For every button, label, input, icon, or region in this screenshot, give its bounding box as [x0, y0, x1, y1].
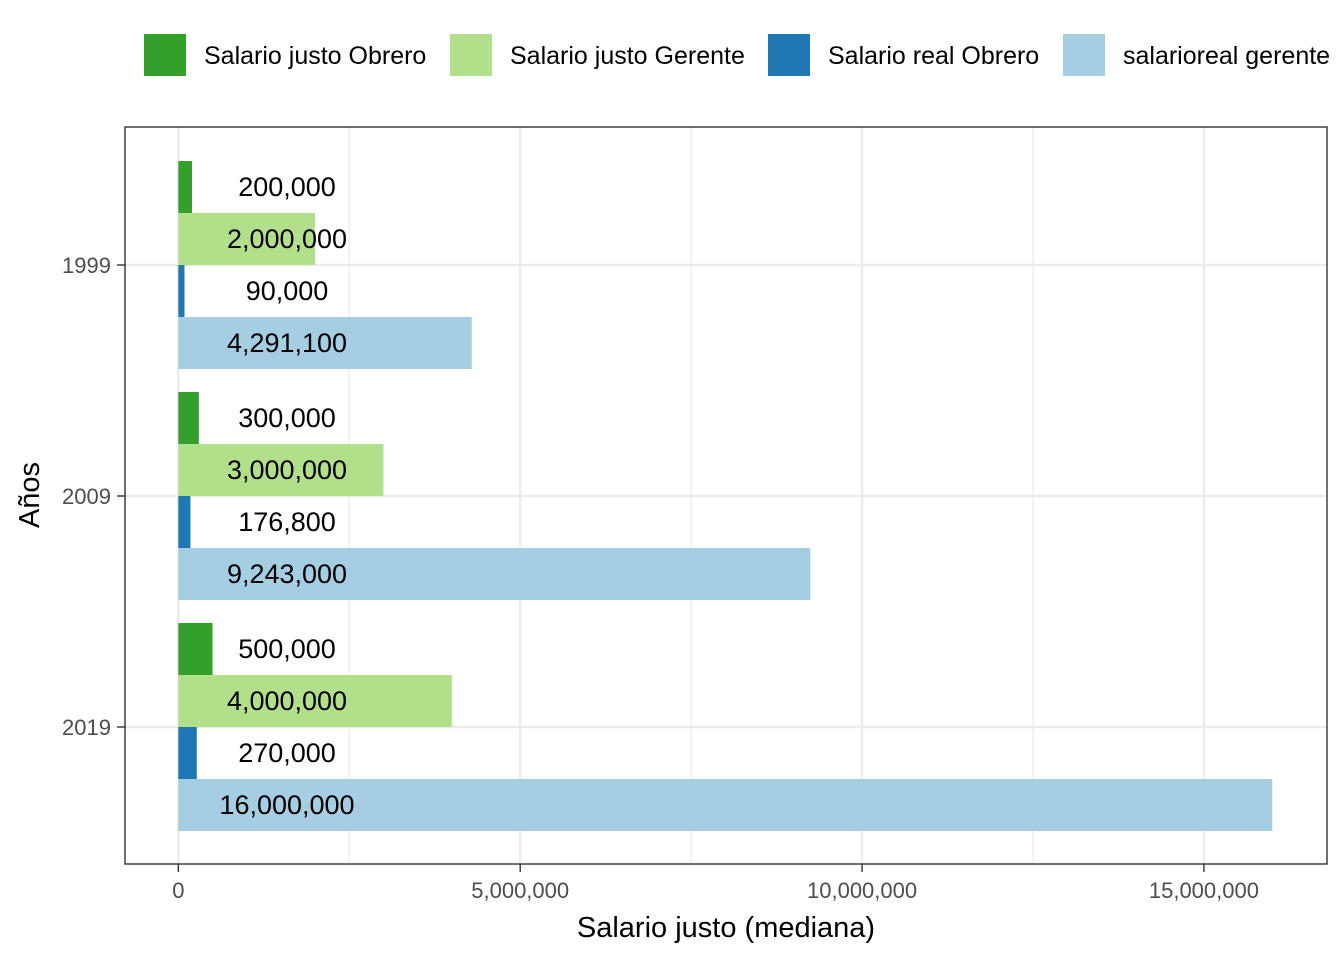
bar-salarioreal-gerente-2019: [178, 779, 1273, 831]
data-label-salario-justo-obrero-2019: 500,000: [238, 634, 336, 664]
x-axis: 0 5,000,000 10,000,000 15,000,000: [172, 864, 1259, 903]
legend-label-salario-real-obrero: Salario real Obrero: [828, 42, 1039, 70]
bars: [178, 161, 1273, 831]
y-tick-label-2019: 2019: [62, 715, 111, 740]
data-label-salarioreal-gerente-1999: 4,291,100: [227, 328, 347, 358]
bar-salario-real-obrero-2019: [178, 727, 197, 779]
data-label-salario-justo-gerente-2009: 3,000,000: [227, 455, 347, 485]
x-tick-label-2: 10,000,000: [807, 878, 917, 903]
y-axis-title: Años: [14, 462, 46, 528]
data-labels: 200,000 2,000,000 90,000 4,291,100 300,000 3,…: [219, 172, 354, 820]
bar-salario-justo-obrero-1999: [178, 161, 193, 213]
legend-label-salario-justo-obrero: Salario justo Obrero: [204, 42, 426, 70]
data-label-salario-justo-obrero-1999: 200,000: [238, 172, 336, 202]
bar-salario-justo-gerente-2009: [178, 444, 384, 496]
x-tick-label-3: 15,000,000: [1149, 878, 1259, 903]
data-label-salario-real-obrero-2009: 176,800: [238, 507, 336, 537]
legend-label-salarioreal-gerente: salarioreal gerente: [1123, 42, 1330, 70]
data-label-salario-justo-gerente-2019: 4,000,000: [227, 686, 347, 716]
legend-label-salario-justo-gerente: Salario justo Gerente: [510, 42, 745, 70]
bar-salario-justo-obrero-2019: [178, 623, 213, 675]
y-axis: 1999 2009 2019: [62, 253, 125, 740]
data-label-salarioreal-gerente-2009: 9,243,000: [227, 559, 347, 589]
legend: Salario justo Obrero Salario justo Geren…: [144, 34, 1330, 76]
legend-key-salario-real-obrero: [768, 34, 810, 76]
y-tick-label-1999: 1999: [62, 253, 111, 278]
legend-key-salario-justo-gerente: [450, 34, 492, 76]
bar-salarioreal-gerente-1999: [178, 317, 472, 369]
legend-key-salarioreal-gerente: [1063, 34, 1105, 76]
data-label-salario-justo-gerente-1999: 2,000,000: [227, 224, 347, 254]
bar-salario-justo-obrero-2009: [178, 392, 199, 444]
data-label-salario-real-obrero-2019: 270,000: [238, 738, 336, 768]
y-tick-label-2009: 2009: [62, 484, 111, 509]
bar-salario-real-obrero-2009: [178, 496, 191, 548]
data-label-salario-justo-obrero-2009: 300,000: [238, 403, 336, 433]
x-axis-title: Salario justo (mediana): [577, 912, 875, 944]
legend-key-salario-justo-obrero: [144, 34, 186, 76]
x-tick-label-1: 5,000,000: [471, 878, 569, 903]
bar-salario-justo-gerente-2019: [178, 675, 452, 727]
data-label-salario-real-obrero-1999: 90,000: [246, 276, 329, 306]
bar-salarioreal-gerente-2009: [178, 548, 811, 600]
x-tick-label-0: 0: [172, 878, 184, 903]
bar-salario-justo-gerente-1999: [178, 213, 316, 265]
data-label-salarioreal-gerente-2019: 16,000,000: [219, 790, 354, 820]
bar-salario-real-obrero-1999: [178, 265, 185, 317]
